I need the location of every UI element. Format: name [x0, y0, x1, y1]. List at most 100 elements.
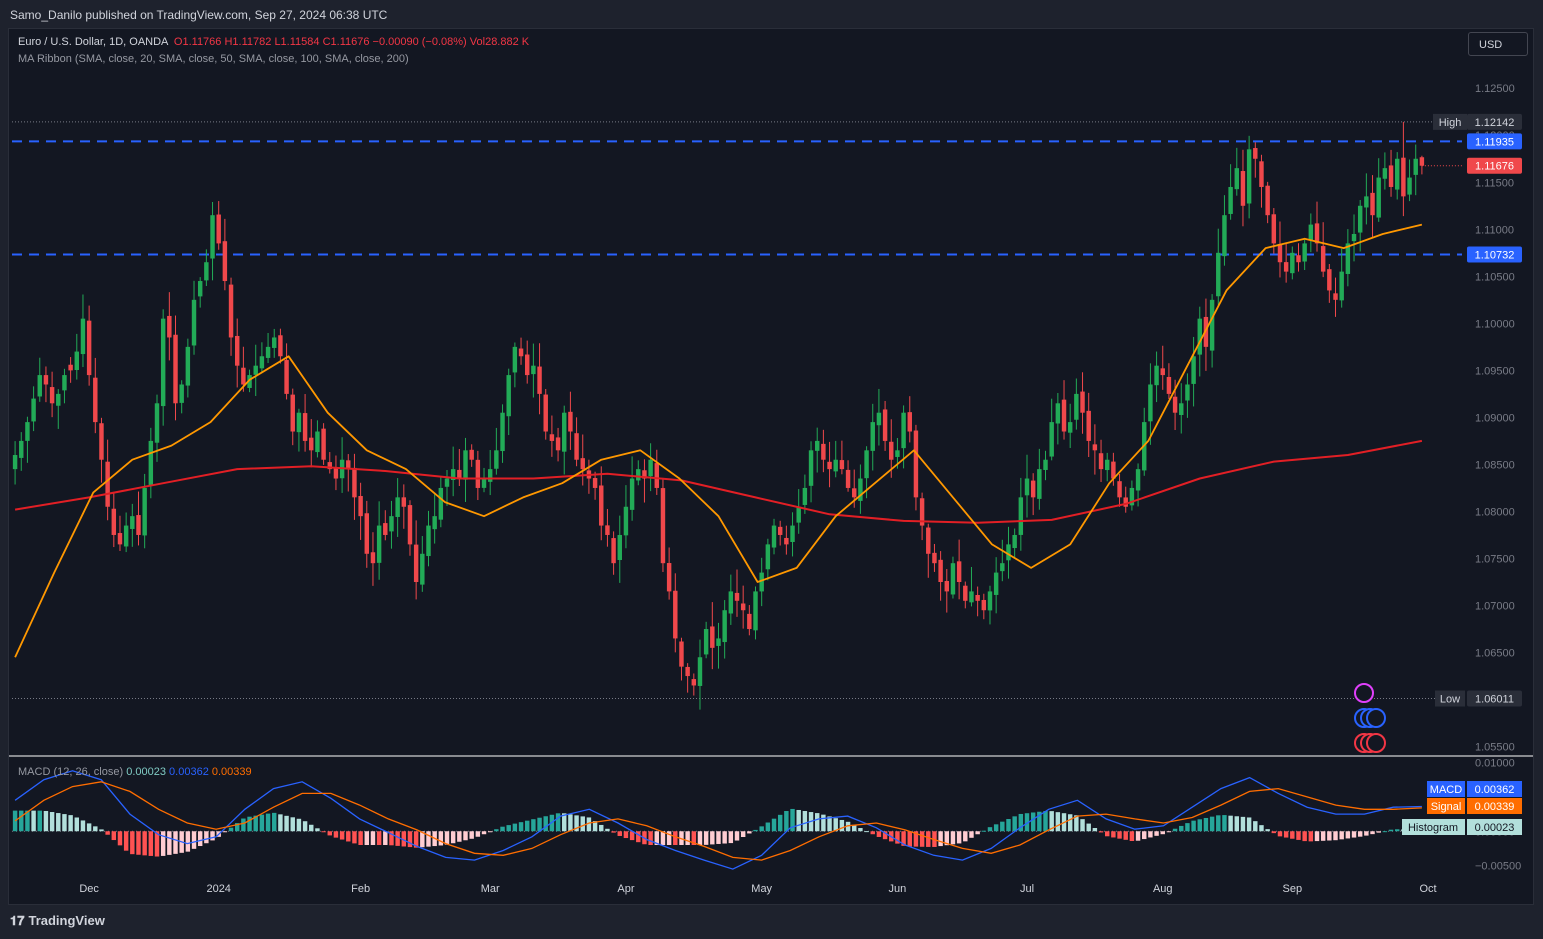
change-value: −0.00090 (−0.08%) [372, 36, 467, 48]
macd-hist-bar [697, 831, 703, 845]
macd-hist-bar [1246, 817, 1252, 832]
candle-body [444, 478, 450, 487]
x-tick-label: Apr [617, 883, 634, 895]
candle-body [562, 412, 567, 452]
macd-hist-bar [1222, 815, 1227, 832]
tradingview-logo[interactable]: 𝟏𝟕 TradingView [10, 913, 105, 929]
macd-hist-bar [358, 831, 363, 845]
macd-hist-bar [1160, 831, 1165, 835]
candle-body [259, 356, 265, 369]
macd-hist-bar [1364, 831, 1369, 836]
macd-hist-bar [1179, 825, 1184, 832]
macd-hist-bar [1024, 813, 1030, 832]
macd-hist-bar [1123, 831, 1128, 840]
macd-hist-bar [506, 825, 511, 832]
signal-line [14, 781, 1422, 861]
macd-hist-bar [420, 831, 425, 848]
candle-body [413, 544, 419, 582]
candle-body [31, 398, 36, 422]
macd-hist-bar [154, 831, 160, 857]
candle-body [389, 516, 394, 532]
macd-hist-bar [1333, 831, 1338, 841]
ohlc-low-value: L1.11584 [274, 36, 320, 48]
macd-hist-bar [1098, 831, 1104, 833]
macd-hist-bar [1209, 816, 1215, 832]
macd-hist-bar [845, 821, 851, 832]
macd-hist-bar [1018, 813, 1024, 832]
macd-hist-bar [555, 813, 561, 832]
candle-body [660, 488, 666, 564]
price-tick-label: 1.08000 [1475, 506, 1515, 518]
macd-hist-bar [1296, 831, 1301, 840]
candle-body [654, 463, 660, 488]
high-label: High [1439, 117, 1462, 129]
candle-body [56, 393, 61, 406]
candle-body [1117, 481, 1122, 498]
macd-hist-bar [339, 831, 345, 840]
macd-hist-bar [1111, 831, 1116, 838]
macd-hist-bar [1012, 816, 1017, 832]
macd-hist-bar [265, 813, 271, 832]
candle-body [833, 459, 838, 472]
candle-body [790, 525, 795, 542]
macd-hist-bar [938, 831, 943, 847]
candle-body [1271, 214, 1277, 244]
macd-hist-bar [1351, 831, 1357, 838]
candle-body [1419, 157, 1425, 166]
macd-hist-bar [1074, 815, 1079, 832]
price-tick-label: 1.09000 [1475, 412, 1515, 424]
candle-body [284, 360, 289, 394]
candle-body [105, 461, 110, 507]
chart-frame [8, 28, 1534, 905]
macd-hist-bar [518, 822, 524, 832]
macd-hist-bar [395, 831, 400, 846]
macd-hist-bar [450, 831, 456, 844]
signal-axis-value-box [1467, 798, 1522, 814]
macd-hist-bar [86, 823, 92, 832]
macd-hist-bar [1394, 829, 1400, 832]
macd-hist-bar [475, 831, 481, 837]
candle-body [691, 679, 697, 686]
candle-body [543, 394, 548, 432]
candle-body [370, 552, 376, 564]
macd-hist-bar [827, 816, 832, 832]
histogram-value: 0.00023 [1475, 822, 1515, 834]
macd-hist-bar [296, 818, 302, 832]
macd-hist-bar [814, 813, 820, 832]
macd-hist-bar [691, 831, 697, 845]
macd-hist-bar [160, 831, 166, 856]
candle-body [111, 508, 117, 535]
macd-hist-bar [228, 827, 234, 832]
candle-body [383, 523, 388, 535]
macd-hist-bar [771, 818, 777, 832]
candle-body [938, 559, 943, 582]
candle-body [407, 505, 413, 545]
macd-hist-bar [728, 831, 734, 844]
macd-hist-bar [111, 831, 117, 841]
candle-body [167, 315, 172, 338]
candle-body [839, 460, 845, 470]
symbol-title: Euro / U.S. Dollar, 1D, OANDA [18, 36, 168, 48]
macd-hist-bar [716, 831, 721, 844]
macd-hist-bar [950, 831, 956, 845]
macd-hist-bar [1142, 831, 1147, 840]
currency-button[interactable]: USD [1468, 32, 1528, 56]
candle-body [1197, 318, 1202, 355]
macd-hist-bar [142, 831, 147, 856]
macd-tick-label: −0.00500 [1475, 861, 1521, 873]
candle-body [173, 334, 178, 404]
macd-hist-bar [333, 831, 339, 838]
level-value-label: 1.10732 [1475, 250, 1515, 262]
candle-body [1160, 368, 1165, 376]
price-tick-label: 1.10000 [1475, 318, 1515, 330]
candle-body [234, 335, 240, 366]
macd-hist-bar [364, 831, 370, 845]
candle-body [481, 478, 487, 488]
candle-body [697, 657, 703, 686]
candle-body [315, 431, 320, 453]
candle-body [12, 455, 18, 470]
candle-body [1018, 497, 1024, 535]
macd-hist-bar [765, 822, 771, 832]
ma-ribbon-label: MA Ribbon (SMA, close, 20, SMA, close, 5… [18, 53, 409, 65]
